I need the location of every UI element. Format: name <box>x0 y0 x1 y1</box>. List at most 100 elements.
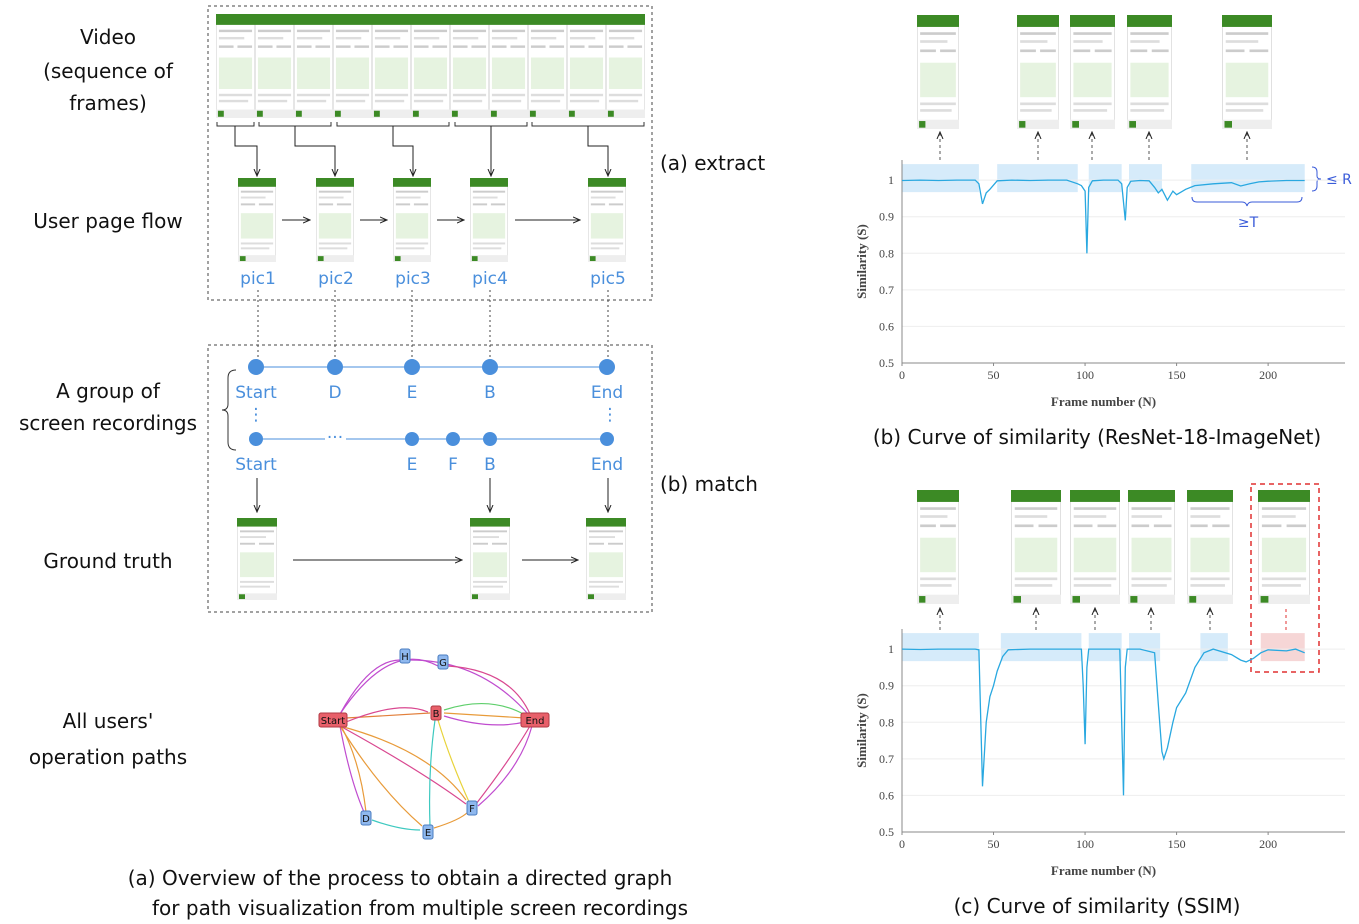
label: E <box>407 383 418 403</box>
label: H <box>401 652 409 663</box>
path-node <box>248 359 264 375</box>
path-node <box>405 432 419 446</box>
stable-segment <box>1089 164 1122 192</box>
path-node <box>404 359 420 375</box>
label: B <box>484 383 496 403</box>
label: 1 <box>888 173 894 187</box>
alert-segment <box>1261 633 1305 661</box>
label: 150 <box>1168 837 1186 851</box>
label: Start <box>235 455 277 475</box>
stable-segment <box>1129 164 1162 192</box>
label: E <box>425 828 431 839</box>
label: B <box>484 455 496 475</box>
label: (b) match <box>660 472 758 496</box>
label: 100 <box>1076 837 1094 851</box>
label: Ground truth <box>43 549 172 573</box>
label: ⋮ <box>602 405 619 425</box>
label: (sequence of <box>43 59 174 83</box>
label: operation paths <box>29 745 187 769</box>
label: 0.6 <box>879 788 894 802</box>
label: 200 <box>1259 368 1277 382</box>
path-node <box>600 432 614 446</box>
label: B <box>433 709 440 720</box>
label: F <box>469 804 475 815</box>
label: frames) <box>69 91 147 115</box>
label: End <box>591 455 623 475</box>
path-node <box>483 432 497 446</box>
stable-segment <box>997 164 1078 192</box>
label: 0.5 <box>879 356 894 370</box>
label: (a) Overview of the process to obtain a … <box>128 866 673 890</box>
label: pic4 <box>472 269 508 289</box>
label: 50 <box>988 837 1000 851</box>
label: Frame number (N) <box>1051 863 1156 878</box>
path-nodes <box>248 359 615 446</box>
video-strip <box>216 14 645 118</box>
label: 150 <box>1168 368 1186 382</box>
page-flow <box>238 178 626 262</box>
label: 0.8 <box>879 715 894 729</box>
path-node <box>327 359 343 375</box>
label: Video <box>80 25 136 49</box>
label: End <box>525 716 544 727</box>
label: End <box>591 383 623 403</box>
label: Similarity (S) <box>854 693 869 768</box>
label: 0.5 <box>879 825 894 839</box>
label: E <box>407 455 418 475</box>
label: D <box>328 383 341 403</box>
label: ≤ R <box>1326 172 1352 188</box>
label: pic1 <box>240 269 276 289</box>
path-node <box>482 359 498 375</box>
label: User page flow <box>33 209 182 233</box>
label: D <box>362 814 370 825</box>
label: F <box>448 455 458 475</box>
label: 0.9 <box>879 679 894 693</box>
label: (a) extract <box>660 151 765 175</box>
label: 50 <box>988 368 1000 382</box>
figure: Video (sequence of frames) User page flow A … <box>0 0 1359 924</box>
label: G <box>439 658 447 669</box>
label: 0.7 <box>879 752 894 766</box>
label: All users' <box>63 709 154 733</box>
label: Similarity (S) <box>854 224 869 299</box>
stable-segment <box>902 633 979 661</box>
stable-segment <box>902 164 979 192</box>
path-node <box>249 432 263 446</box>
label: A group of <box>56 379 161 403</box>
label: Frame number (N) <box>1051 394 1156 409</box>
ground-truth <box>237 478 626 600</box>
label: 0.8 <box>879 246 894 260</box>
label: 0.7 <box>879 283 894 297</box>
label: 0.9 <box>879 210 894 224</box>
label: for path visualization from multiple scr… <box>152 896 688 920</box>
label: 0.6 <box>879 319 894 333</box>
label: 0 <box>899 837 905 851</box>
path-node <box>446 432 460 446</box>
path-node <box>599 359 615 375</box>
label: ··· <box>327 428 343 448</box>
stable-segment <box>1200 633 1227 661</box>
extract-arrows <box>235 126 608 176</box>
label: 0 <box>899 368 905 382</box>
label: (b) Curve of similarity (ResNet-18-Image… <box>873 425 1321 449</box>
stable-segment <box>1191 164 1304 192</box>
label: ⋮ <box>248 405 265 425</box>
label: Start <box>235 383 277 403</box>
label: pic2 <box>318 269 354 289</box>
label: 200 <box>1259 837 1277 851</box>
label: 1 <box>888 642 894 656</box>
stable-segment <box>1089 633 1122 661</box>
r-brace <box>1312 167 1321 191</box>
label: pic5 <box>590 269 626 289</box>
graph-nodes <box>319 649 549 839</box>
label: (c) Curve of similarity (SSIM) <box>954 894 1241 918</box>
label: ≥T <box>1238 215 1259 231</box>
graph-edges <box>340 659 532 830</box>
label: Start <box>321 716 346 727</box>
chart-b-thumbs <box>917 15 1272 160</box>
label: pic3 <box>395 269 431 289</box>
label: screen recordings <box>19 411 197 435</box>
path-lines <box>256 367 607 439</box>
brace <box>222 370 236 450</box>
brackets <box>217 122 644 126</box>
